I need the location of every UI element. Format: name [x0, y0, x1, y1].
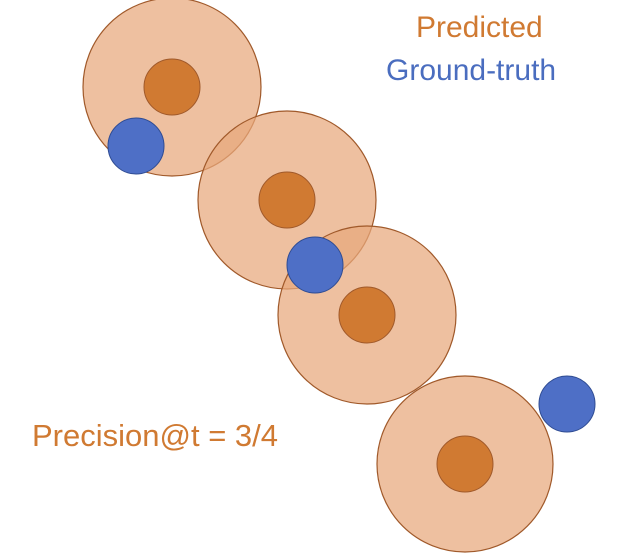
legend-predicted-label: Predicted	[416, 11, 543, 44]
predicted-point-3	[338, 286, 396, 344]
ground-truth-point-1	[107, 117, 165, 175]
predicted-point-2	[258, 171, 316, 229]
predicted-point-4	[436, 435, 494, 493]
precision-metric-label: Precision@t = 3/4	[32, 418, 279, 453]
predicted-point-1	[143, 58, 201, 116]
predicted-points	[143, 58, 494, 493]
legend-ground-truth-label: Ground-truth	[386, 54, 557, 87]
ground-truth-point-3	[538, 375, 596, 433]
ground-truth-point-2	[286, 236, 344, 294]
ground-truth-points	[107, 117, 596, 433]
